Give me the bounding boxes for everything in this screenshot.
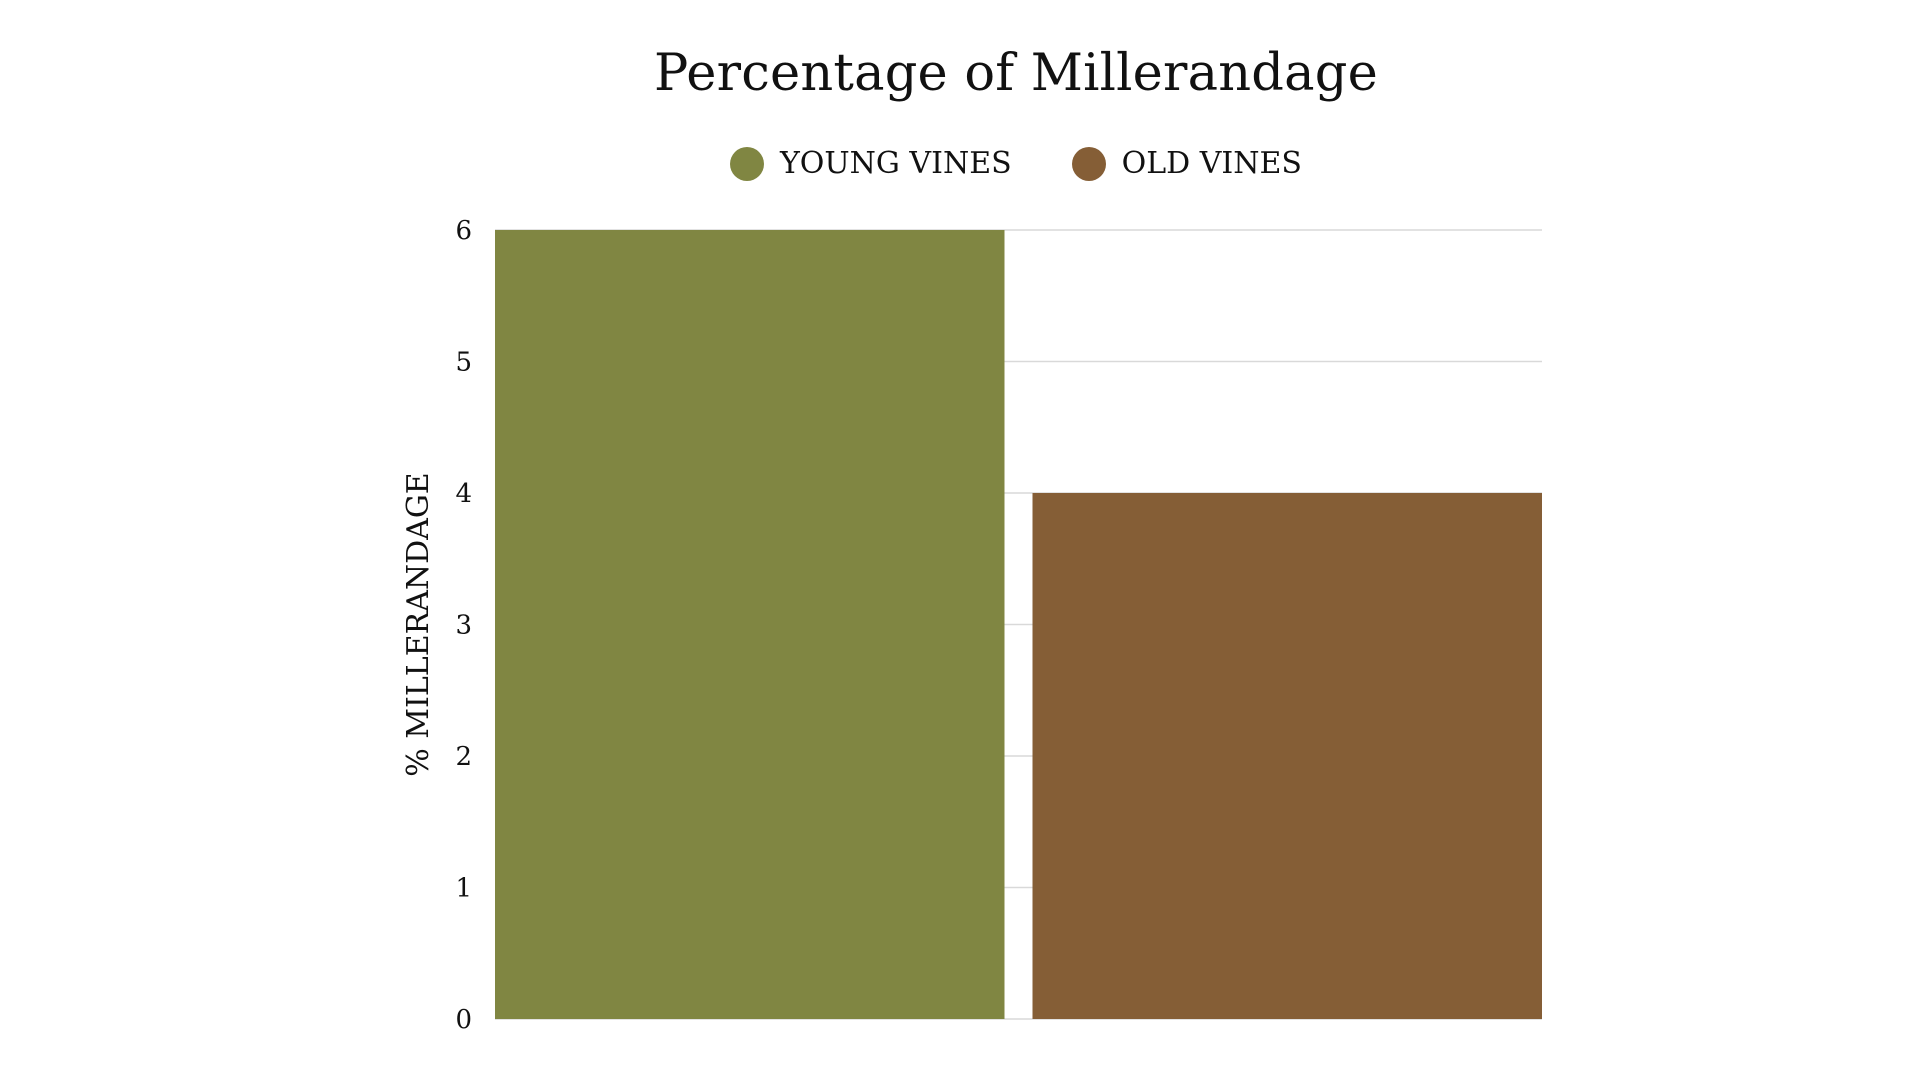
y-tick-label: 2 [455,742,472,772]
y-axis-ticks: 0 1 2 3 4 5 6 [455,216,472,1035]
bars [495,230,1542,1019]
y-tick-label: 0 [455,1005,472,1035]
legend-label-young-vines: YOUNG VINES [780,146,1012,181]
y-tick-label: 3 [455,611,472,641]
y-tick-label: 5 [455,348,472,378]
legend-item-young-vines: YOUNG VINES [730,146,1012,181]
legend-swatch-old-vines [1071,146,1106,181]
bar-old-vines [1032,493,1542,1019]
y-tick-label: 1 [455,874,472,904]
bar-young-vines [495,230,1005,1019]
legend-swatch-young-vines [730,146,764,181]
legend-item-old-vines: OLD VINES [1071,146,1302,181]
y-tick-label: 4 [455,479,472,509]
y-axis-label: % MILLERANDAGE [401,472,436,776]
legend-label-old-vines: OLD VINES [1121,146,1302,181]
y-tick-label: 6 [455,216,472,246]
legend: YOUNG VINES OLD VINES [0,146,1920,181]
chart-title: Percentage of Millerandage [654,44,1378,103]
